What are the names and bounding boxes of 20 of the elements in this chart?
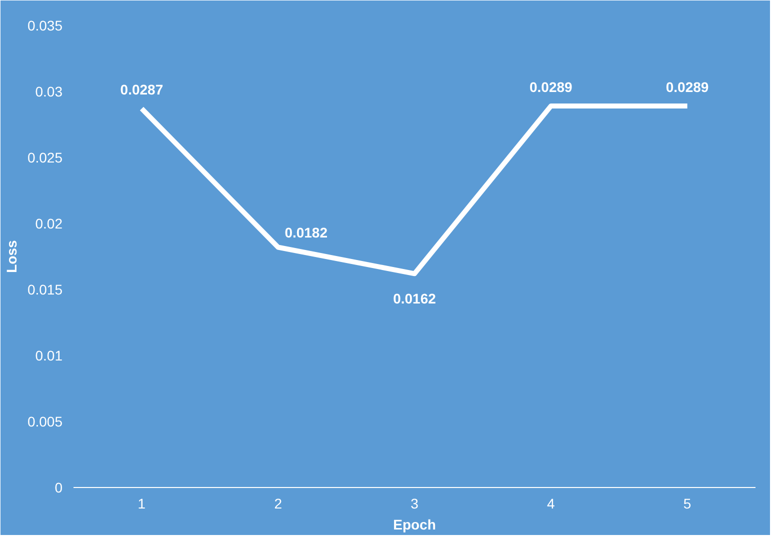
x-tick-label: 3 [410, 496, 419, 512]
data-label: 0.0287 [120, 82, 164, 98]
y-tick-label: 0.015 [27, 282, 63, 298]
data-label: 0.0162 [393, 290, 436, 307]
x-axis-title: Epoch [393, 516, 436, 532]
data-label: 0.0289 [529, 79, 573, 96]
y-tick-label: 0.035 [27, 18, 63, 34]
data-label: 0.0289 [666, 79, 709, 96]
y-tick-label: 0.01 [35, 348, 63, 364]
y-tick-label: 0.005 [27, 414, 63, 430]
x-tick-label: 5 [683, 496, 692, 512]
y-tick-label: 0.025 [27, 150, 63, 166]
x-tick-label: 2 [274, 496, 282, 512]
data-label: 0.0182 [284, 224, 328, 240]
y-tick-label: 0.03 [35, 84, 63, 100]
x-tick-label: 4 [547, 496, 556, 512]
x-tick-label: 1 [138, 496, 146, 512]
y-axis-title: Loss [3, 240, 20, 273]
y-tick-label: 0.02 [35, 216, 63, 232]
y-tick-label: 0 [54, 480, 63, 496]
